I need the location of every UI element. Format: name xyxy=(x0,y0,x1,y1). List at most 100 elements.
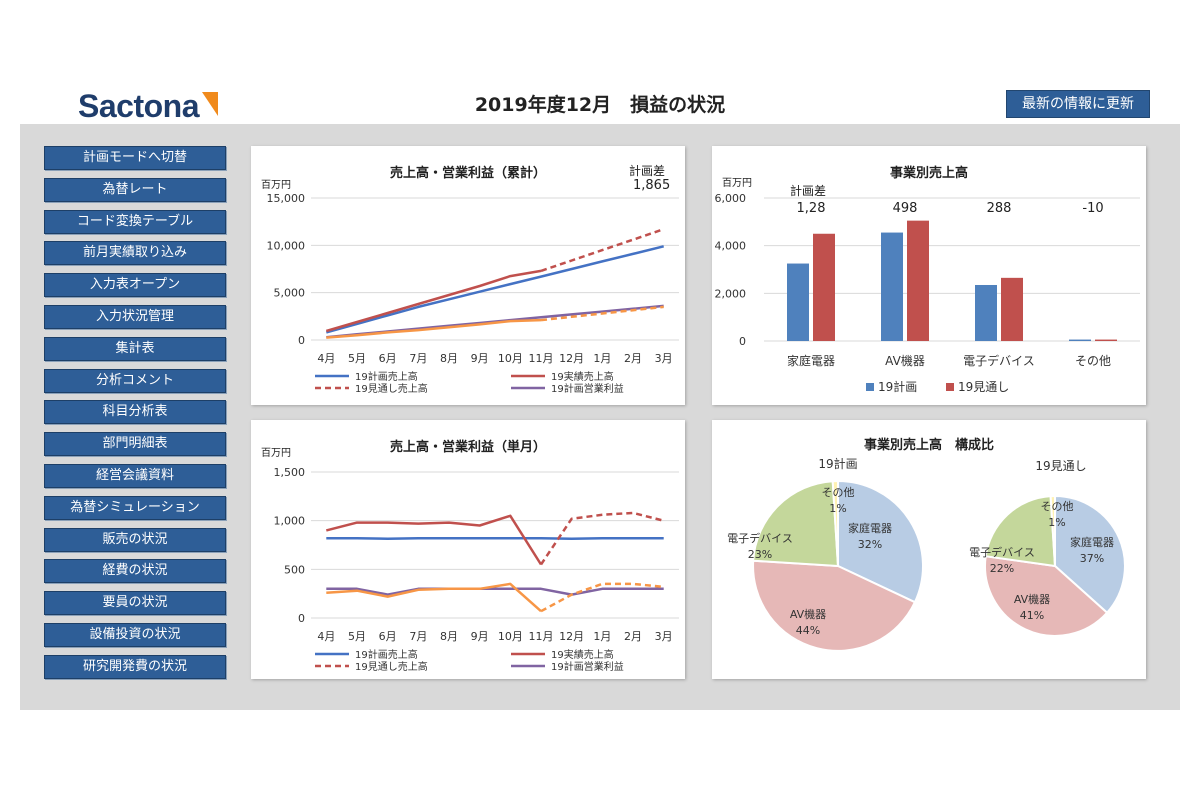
slice-label: AV機器 xyxy=(1014,592,1050,606)
bar xyxy=(1069,339,1091,341)
plan-diff-value: -10 xyxy=(1082,201,1103,216)
legend-label: 19計画売上高 xyxy=(355,370,418,383)
x-tick-label: 家庭電器 xyxy=(787,353,835,368)
series-line xyxy=(326,587,664,596)
slice-label: その他 xyxy=(1041,500,1074,513)
x-tick-label: 3月 xyxy=(655,630,673,643)
x-tick-label: 電子デバイス xyxy=(963,353,1035,368)
legend-label: 19見通し売上高 xyxy=(355,382,428,395)
series-line xyxy=(326,582,542,613)
slice-percent: 22% xyxy=(990,562,1014,575)
series-line xyxy=(326,536,664,540)
x-tick-label: 1月 xyxy=(593,630,611,643)
x-tick-label: 2月 xyxy=(624,630,642,643)
x-tick-label: 11月 xyxy=(529,630,554,643)
refresh-button[interactable]: 最新の情報に更新 xyxy=(1006,90,1150,118)
page-title: 2019年度12月 損益の状況 xyxy=(474,94,726,116)
x-tick-label: その他 xyxy=(1075,354,1111,368)
series-line xyxy=(539,511,665,566)
pie-slice xyxy=(831,479,839,567)
menu-button[interactable]: 経営会議資料 xyxy=(44,464,226,488)
legend-label: 19見通し xyxy=(958,380,1009,394)
slice-label: 電子デバイス xyxy=(969,545,1035,559)
pie-slice xyxy=(1049,494,1056,567)
x-tick-label: 5月 xyxy=(348,352,366,365)
menu-button[interactable]: 入力表オープン xyxy=(44,273,226,298)
menu-button[interactable]: 前月実績取り込み xyxy=(44,241,226,266)
series-line xyxy=(540,305,664,322)
bar xyxy=(907,220,929,341)
y-tick-label: 500 xyxy=(284,563,305,576)
slice-label: その他 xyxy=(822,486,855,499)
x-tick-label: 9月 xyxy=(471,352,489,365)
plan-diff-value: 288 xyxy=(987,201,1012,216)
bar xyxy=(1095,339,1117,341)
menu-button[interactable]: 経費の状況 xyxy=(44,559,226,584)
menu-button[interactable]: コード変換テーブル xyxy=(44,209,226,234)
bar xyxy=(813,233,835,341)
pie-slice xyxy=(1054,494,1126,615)
cumulative-line-chart: 15,000 10,000 5,000 0 4月 5月 6月 7月 8月 9月 10月 11月 12月 1… xyxy=(267,192,679,395)
slice-label: 電子デバイス xyxy=(727,531,793,545)
menu-button[interactable]: 部門明細表 xyxy=(44,432,226,457)
menu-button[interactable]: 研究開発費の状況 xyxy=(44,654,226,679)
x-tick-label: 6月 xyxy=(379,630,397,643)
header: Sactona 2019年度12月 損益の状況 最新の情報に更新 xyxy=(20,80,1180,124)
series-line xyxy=(326,318,542,339)
menu-button[interactable]: 要員の状況 xyxy=(44,591,226,616)
menu-button[interactable]: 集計表 xyxy=(44,336,226,361)
slice-label: AV機器 xyxy=(790,607,826,621)
cumulative-chart-panel: 売上高・営業利益（累計） 百万円 計画差 1,865 15,000 10,000 5… xyxy=(251,146,685,405)
pie-slice xyxy=(984,495,1057,568)
series-line xyxy=(325,269,542,333)
slice-percent: 1% xyxy=(829,502,846,515)
monthly-line-chart: 1,500 1,000 500 0 4月 5月 6月 7月 8月 9月 10月 11月 12月 1月 2月 3… xyxy=(274,466,679,673)
chart-title: 事業別売上高 xyxy=(889,166,968,181)
menu-button[interactable]: 設備投資の状況 xyxy=(44,623,226,647)
x-tick-label: 10月 xyxy=(498,352,523,365)
y-unit-label: 百万円 xyxy=(261,448,291,459)
series-line xyxy=(540,228,665,273)
y-tick-label: 4,000 xyxy=(715,240,747,253)
y-tick-label: 6,000 xyxy=(715,192,747,205)
chart-title: 売上高・営業利益（累計） xyxy=(389,166,546,181)
x-tick-label: 7月 xyxy=(409,352,427,365)
slice-percent: 32% xyxy=(858,538,882,551)
pie-slice xyxy=(984,555,1109,637)
slice-percent: 23% xyxy=(748,548,772,561)
chart-title: 売上高・営業利益（単月） xyxy=(389,440,546,455)
menu-button[interactable]: 計画モードへ切替 xyxy=(44,146,226,170)
menu-button[interactable]: 入力状況管理 xyxy=(44,305,226,329)
bar xyxy=(975,284,997,341)
slice-percent: 1% xyxy=(1048,516,1065,529)
menu-button[interactable]: 販売の状況 xyxy=(44,527,226,552)
chart-title: 事業別売上高 構成比 xyxy=(863,438,994,453)
legend-label: 19計画売上高 xyxy=(355,648,418,661)
legend-label: 19見通し売上高 xyxy=(355,660,428,673)
y-tick-label: 2,000 xyxy=(715,287,747,300)
pie-title: 19計画 xyxy=(818,456,857,471)
x-tick-label: 11月 xyxy=(529,352,554,365)
menu-button[interactable]: 為替シミュレーション xyxy=(44,495,226,520)
menu-button[interactable]: 為替レート xyxy=(44,177,226,202)
y-tick-label: 1,500 xyxy=(274,466,306,479)
x-tick-label: 12月 xyxy=(559,352,584,365)
plan-diff-value: 1,28 xyxy=(797,201,826,216)
legend-swatch xyxy=(946,383,954,391)
x-tick-label: 5月 xyxy=(348,630,366,643)
x-tick-label: 4月 xyxy=(317,630,335,643)
legend-label: 19実績売上高 xyxy=(551,648,614,661)
y-tick-label: 0 xyxy=(298,612,305,625)
legend-label: 19計画営業利益 xyxy=(551,660,624,673)
slice-label: 家庭電器 xyxy=(848,521,892,535)
sactona-logo: Sactona xyxy=(78,88,199,124)
y-tick-label: 0 xyxy=(298,334,305,347)
pie-slice xyxy=(752,480,840,568)
x-tick-label: 3月 xyxy=(655,352,673,365)
legend-label: 19実績売上高 xyxy=(551,370,614,383)
x-tick-label: 7月 xyxy=(409,630,427,643)
menu-button[interactable]: 分析コメント xyxy=(44,368,226,393)
logo-flag-icon xyxy=(202,92,218,116)
series-line xyxy=(540,582,664,613)
menu-button[interactable]: 科目分析表 xyxy=(44,400,226,425)
